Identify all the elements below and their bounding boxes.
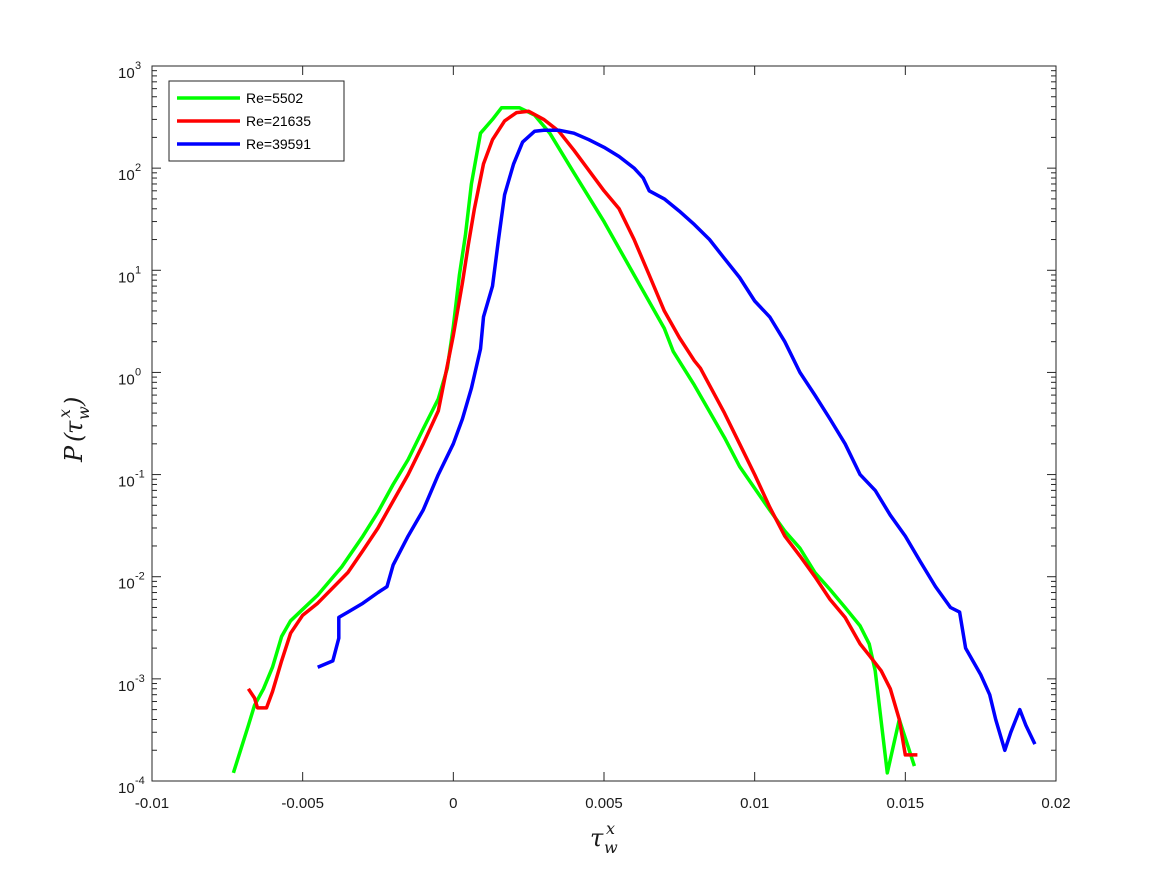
tick-label-layer: -0.01 -0.005 0 0.005 0.01 0.015 0.0210-410-310… [118, 60, 1071, 812]
x-tick-label: 0 [449, 795, 457, 812]
x-tick-label: -0.005 [281, 795, 324, 812]
svg-text:10: 10 [118, 678, 135, 695]
y-tick-label: 10 -2 [118, 571, 145, 593]
y-tick-label: 10 1 [118, 264, 141, 286]
legend-label-re21635: Re=21635 [246, 113, 311, 129]
x-tick-label: -0.01 [135, 795, 169, 812]
svg-text:x: x [606, 819, 615, 838]
svg-text:10: 10 [118, 780, 135, 797]
svg-text:w: w [74, 406, 93, 420]
tick-layer [151, 65, 1057, 782]
y-tick-label: 10 0 [118, 366, 141, 388]
svg-text:-3: -3 [135, 673, 145, 685]
legend-label-re39591: Re=39591 [246, 136, 311, 152]
y-tick-label: 10 -4 [118, 775, 145, 797]
svg-text:-4: -4 [135, 775, 145, 787]
x-tick-label: 0.015 [887, 795, 925, 812]
plot-area [152, 66, 1056, 781]
svg-text:P: P [60, 445, 88, 463]
svg-text:10: 10 [118, 474, 135, 491]
series-line-re21635 [246, 109, 918, 757]
series-line-re5502 [231, 106, 917, 775]
legend-label-re5502: Re=5502 [246, 90, 303, 106]
svg-text:-1: -1 [135, 469, 145, 481]
svg-text:-2: -2 [135, 571, 145, 583]
x-axis-label: τ w x [590, 819, 618, 857]
svg-text:10: 10 [118, 65, 135, 82]
svg-text:(: ( [60, 432, 88, 442]
svg-text:): ) [60, 397, 88, 407]
svg-text:10: 10 [118, 167, 135, 184]
x-tick-label: 0.01 [740, 795, 769, 812]
y-axis-label: P ( τ w x ) [55, 397, 93, 463]
y-tick-label: 10 3 [118, 60, 141, 82]
svg-text:1: 1 [135, 264, 141, 276]
y-tick-label: 10 -3 [118, 673, 145, 695]
svg-text:10: 10 [118, 371, 135, 388]
series-line-re39591 [317, 128, 1037, 753]
svg-text:τ: τ [60, 420, 88, 434]
svg-text:3: 3 [135, 60, 141, 72]
series-layer [231, 106, 1037, 775]
svg-text:0: 0 [135, 366, 141, 378]
legend: Re=5502 Re=21635 Re=39591 [168, 80, 345, 162]
y-tick-label: 10 2 [118, 162, 141, 184]
x-tick-label: 0.02 [1041, 795, 1070, 812]
svg-text:10: 10 [118, 269, 135, 286]
svg-text:2: 2 [135, 162, 141, 174]
svg-text:10: 10 [118, 576, 135, 593]
svg-text:w: w [604, 838, 618, 857]
svg-text:x: x [55, 409, 74, 418]
x-tick-label: 0.005 [585, 795, 623, 812]
y-tick-label: 10 -1 [118, 469, 145, 491]
svg-text:τ: τ [590, 824, 604, 852]
